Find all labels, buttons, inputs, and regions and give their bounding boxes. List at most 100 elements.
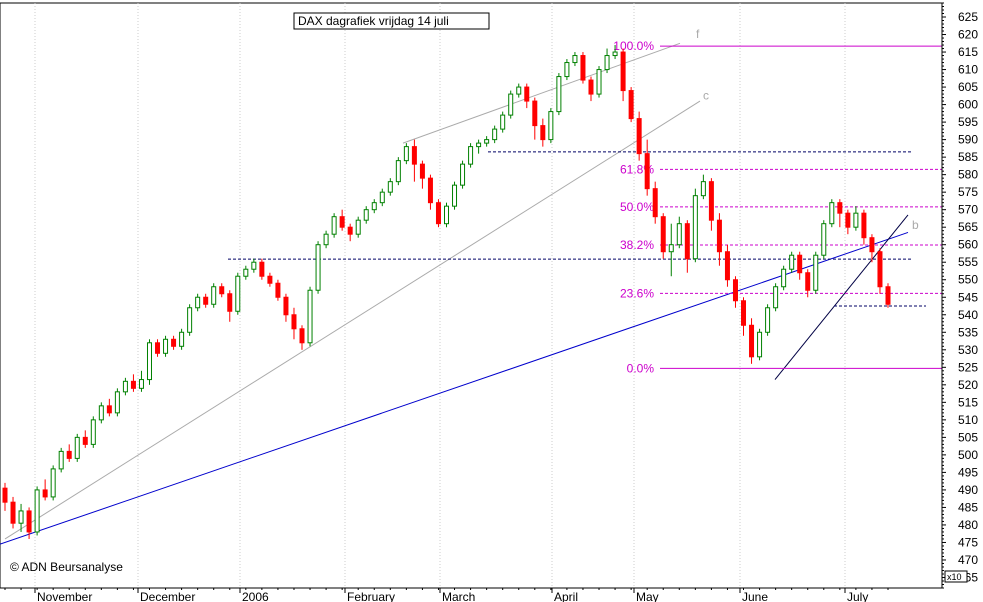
candle-body [716,219,722,253]
candle-body [805,272,811,291]
candle-body [596,69,602,95]
y-tick-label: 605 [958,80,978,94]
candle-body [837,202,843,214]
candle-body [572,55,578,64]
month-label: July [847,590,868,602]
candle-body [676,223,682,246]
candle-body [508,93,514,116]
y-tick-label: 595 [958,115,978,129]
candle-body [339,216,345,228]
candle-body [42,489,48,498]
y-tick-label: 520 [958,378,978,392]
candle-body [403,146,409,162]
fib-label: 0.0% [627,361,655,375]
candle-body [243,268,249,277]
candle-body [845,212,851,228]
credit-text: © ADN Beursanalyse [10,560,123,574]
candles [2,45,891,539]
candle-body [500,114,506,130]
month-label: June [742,590,768,602]
candle-body [251,261,257,270]
fib-label: 100.0% [613,39,654,53]
candle-body [275,282,281,298]
candle-body [235,275,241,312]
candle-body [684,223,690,260]
candle-body [58,450,64,470]
candle-body [644,153,650,190]
month-label: 2006 [242,590,269,602]
support-trendline [0,231,909,545]
wave-label: c [703,88,709,102]
wave-label: b [912,218,919,232]
candle-body [323,233,329,246]
month-label: March [442,590,475,602]
chart-title: DAX dagrafiek vrijdag 14 juli [298,14,449,28]
candle-body [452,184,458,207]
y-tick-label: 500 [958,448,978,462]
candle-body [724,251,730,281]
candle-body [476,142,482,148]
candle-body [869,237,875,253]
candle-body [267,275,273,284]
candle-body [114,391,120,414]
candle-body [2,487,8,503]
candle-body [82,436,88,445]
y-unit-label: x10 [947,572,962,582]
candle-body [315,244,321,291]
candle-body [130,380,136,389]
candle-body [419,163,425,179]
y-tick-label: 505 [958,430,978,444]
candle-body [435,202,441,225]
month-label: May [636,590,659,602]
candle-body [813,254,819,291]
candle-body [524,86,530,102]
candle-body [34,489,40,533]
candle-body [877,251,883,288]
channel-lower-line [4,100,701,540]
fib-label: 38.2% [620,238,654,252]
candle-body [492,128,498,141]
candle-body [620,51,626,92]
y-tick-label: 485 [958,500,978,514]
candle-body [636,118,642,155]
candle-body [612,51,618,57]
candle-body [861,212,867,239]
candle-body [355,219,361,235]
y-tick-label: 495 [958,465,978,479]
candle-body [259,261,265,277]
channel-upper-line [402,42,681,144]
candle-body [628,90,634,120]
candle-body [163,338,169,354]
candle-body [885,286,891,305]
month-label: December [140,590,195,602]
y-axis: 4654704754804854904955005055105155205255… [941,2,978,589]
candle-body [668,244,674,253]
candle-body [363,209,369,221]
y-tick-label: 565 [958,220,978,234]
candle-body [692,195,698,260]
candle-body [387,181,393,193]
y-tick-label: 515 [958,395,978,409]
candle-body [106,405,112,414]
candle-body [171,338,177,347]
candle-body [307,289,313,344]
y-tick-label: 550 [958,273,978,287]
candle-body [700,181,706,197]
month-label: February [347,590,395,602]
y-tick-label: 625 [958,10,978,24]
candle-body [26,510,32,533]
candle-body [516,86,522,95]
candle-body [371,202,377,211]
candle-body [741,300,747,326]
candle-body [18,510,24,524]
candle-body [468,146,474,165]
candle-body [732,279,738,302]
rising-trendline [774,214,909,380]
y-tick-label: 575 [958,185,978,199]
y-tick-label: 560 [958,238,978,252]
y-tick-label: 600 [958,98,978,112]
candle-body [757,331,763,358]
candle-body [708,181,714,221]
candle-body [138,379,144,389]
y-unit-box [944,570,968,583]
